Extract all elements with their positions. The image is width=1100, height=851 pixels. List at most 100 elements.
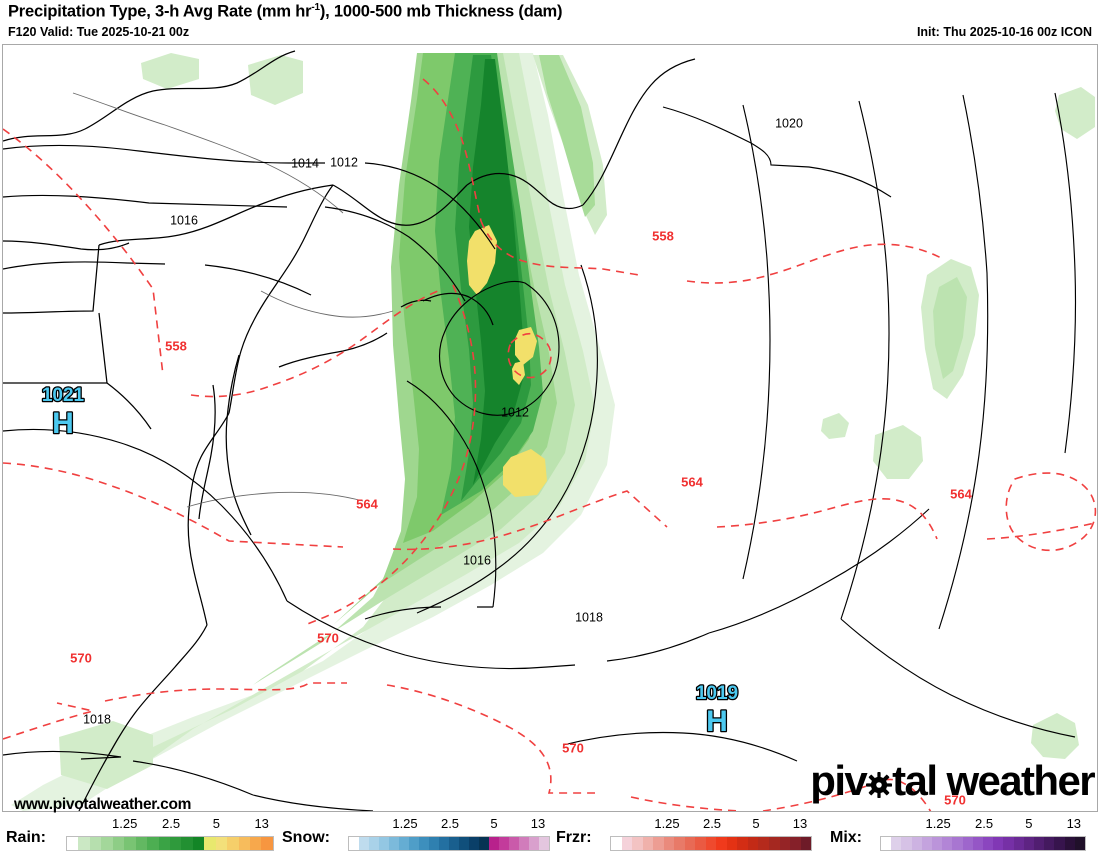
legend-group-frzr: Frzr: 1.25 2.5 5 13 <box>556 812 824 851</box>
legend-swatch <box>716 837 727 850</box>
legend-group-snow: Snow: 1.25 2.5 5 13 <box>282 812 550 851</box>
pressure-center-1019: 1019 H <box>695 682 740 740</box>
isobar-right-4 <box>1054 92 1077 454</box>
legend-colorbar-snow[interactable] <box>348 836 550 851</box>
legend-swatch <box>409 837 419 850</box>
isobar-left-of-core <box>364 380 497 620</box>
site-url-watermark: www.pivotalweather.com <box>14 796 192 813</box>
coastline-great-lakes <box>3 50 296 142</box>
isobar-closed-1 <box>439 280 560 416</box>
coastline-inland-2 <box>3 244 100 314</box>
legend-swatch <box>972 837 984 850</box>
legend-swatch <box>632 837 643 850</box>
isobar-label-group: 1012 1014 1016 1020 1012 1016 1018 1018 <box>83 116 803 726</box>
legend-swatch <box>439 837 449 850</box>
isobar-bottom-mid <box>562 731 798 762</box>
legend-swatch <box>499 837 509 850</box>
legend-swatch <box>684 837 696 850</box>
thickness-label: 564 <box>950 486 972 501</box>
legend-swatch <box>1064 837 1075 850</box>
legend-swatch <box>181 837 193 850</box>
map-svg: 1012 1014 1016 1020 1012 1016 1018 1018 … <box>3 45 1097 811</box>
legend-swatch <box>932 837 943 850</box>
legend-swatch <box>389 837 399 850</box>
legend-colorbar-mix[interactable] <box>880 836 1086 851</box>
coastline-ne-coast <box>332 184 468 226</box>
legend-tick: 2.5 <box>440 816 460 831</box>
thickness-mid-loop <box>272 288 444 386</box>
precip-ne-arm-med <box>539 55 595 217</box>
legend-swatch <box>469 837 479 850</box>
precip-patch-c <box>873 425 923 479</box>
isobar-label: 1012 <box>330 155 358 169</box>
legend-ticks-frzr: 1.25 2.5 5 13 <box>610 816 810 832</box>
map-canvas[interactable]: 1012 1014 1016 1020 1012 1016 1018 1018 … <box>2 44 1098 812</box>
legend-swatch <box>238 837 250 850</box>
legend-swatch <box>379 837 389 850</box>
isobar-right-3 <box>938 94 989 630</box>
precip-patch-g <box>248 55 303 105</box>
legend: Rain: 1.25 2.5 5 13 Snow: 1.25 2.5 5 13 … <box>0 812 1100 851</box>
isobar-1018-south <box>286 600 710 670</box>
legend-swatch <box>983 837 994 850</box>
precip-core-yellow-3 <box>512 361 525 385</box>
legend-swatch <box>489 837 499 850</box>
legend-tick: 1.25 <box>112 816 138 831</box>
legend-swatch <box>539 837 549 850</box>
precip-patch-b <box>933 277 967 379</box>
legend-swatch <box>611 837 622 850</box>
legend-swatch <box>705 837 717 850</box>
legend-tick: 1.25 <box>654 816 680 831</box>
thickness-label: 558 <box>165 338 187 353</box>
coastline-inland-3 <box>3 312 108 384</box>
isobar-label: 1020 <box>775 116 803 130</box>
legend-group-rain: Rain: 1.25 2.5 5 13 <box>6 812 274 851</box>
precip-patch-f <box>821 413 849 439</box>
precip-core-yellow-2 <box>515 327 537 365</box>
pressure-center-1021: 1021 H <box>41 384 86 442</box>
legend-label-snow: Snow: <box>282 829 330 846</box>
title-superscript: -1 <box>311 2 320 13</box>
legend-swatch <box>169 837 182 850</box>
legend-swatch <box>962 837 973 850</box>
coastline-cape-cod2 <box>400 299 432 308</box>
state-border-1 <box>72 92 344 214</box>
state-border-layer <box>72 92 394 508</box>
isobar-bottom-right <box>840 618 1076 738</box>
isobar-label: 1012 <box>501 405 529 419</box>
isobar-bottom-left <box>252 794 374 811</box>
legend-swatch <box>124 837 136 850</box>
legend-swatch <box>1054 837 1065 850</box>
legend-swatch <box>67 837 79 850</box>
thickness-564-dip <box>507 332 552 379</box>
legend-colorbar-frzr[interactable] <box>610 836 812 851</box>
isobar-1012-core <box>416 264 598 614</box>
legend-swatch <box>1013 837 1024 850</box>
brand-watermark: piv tal weather <box>810 760 1095 802</box>
legend-swatch <box>993 837 1004 850</box>
isobar-label: 1018 <box>83 712 111 726</box>
isobar-1014 <box>3 194 466 302</box>
legend-ticks-mix: 1.25 2.5 5 13 <box>880 816 1084 832</box>
legend-tick: 2.5 <box>162 816 181 831</box>
legend-tick: 5 <box>752 816 760 831</box>
legend-tick: 13 <box>1066 816 1082 831</box>
isobar-1016-south <box>3 428 288 602</box>
legend-ticks-rain: 1.25 2.5 5 13 <box>66 816 272 832</box>
legend-colorbar-rain[interactable] <box>66 836 274 851</box>
legend-swatch <box>952 837 963 850</box>
legend-label-rain: Rain: <box>6 829 46 846</box>
legend-tick: 5 <box>212 816 220 831</box>
thickness-558-w <box>3 128 274 398</box>
isobar-right-1 <box>742 104 771 580</box>
page-title: Precipitation Type, 3-h Avg Rate (mm hr-… <box>8 2 563 22</box>
legend-swatch <box>768 837 780 850</box>
coastline-long-island <box>278 332 388 368</box>
isobar-sw-1 <box>3 750 254 796</box>
pressure-symbol: H <box>52 407 74 440</box>
precip-contour-l8 <box>469 59 523 485</box>
legend-swatch <box>459 837 469 850</box>
isobar-1012-north <box>3 144 496 250</box>
coastline-maine <box>466 172 584 210</box>
